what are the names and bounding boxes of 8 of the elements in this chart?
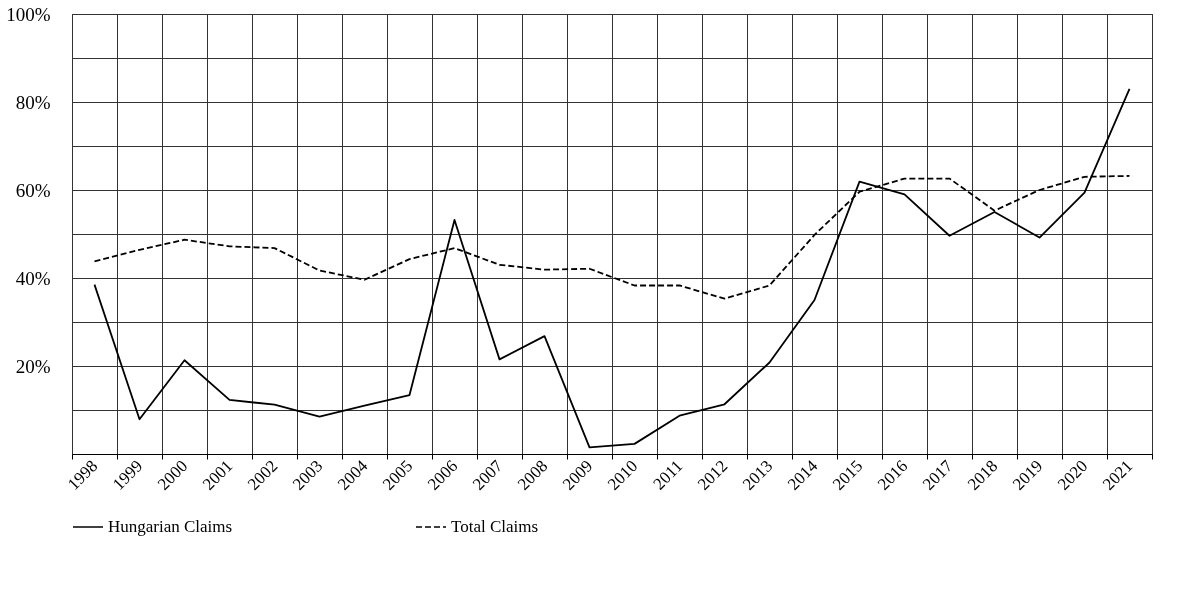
- y-tick-label: 100%: [6, 3, 51, 25]
- y-tick-label: 60%: [15, 179, 51, 201]
- line-series: [93, 87, 1131, 449]
- legend-label: Total Claims: [451, 517, 539, 536]
- y-tick-label: 20%: [15, 355, 51, 377]
- y-tick-label: 40%: [15, 267, 51, 289]
- legend-label: Hungarian Claims: [108, 517, 233, 536]
- y-tick-label: 80%: [15, 91, 51, 113]
